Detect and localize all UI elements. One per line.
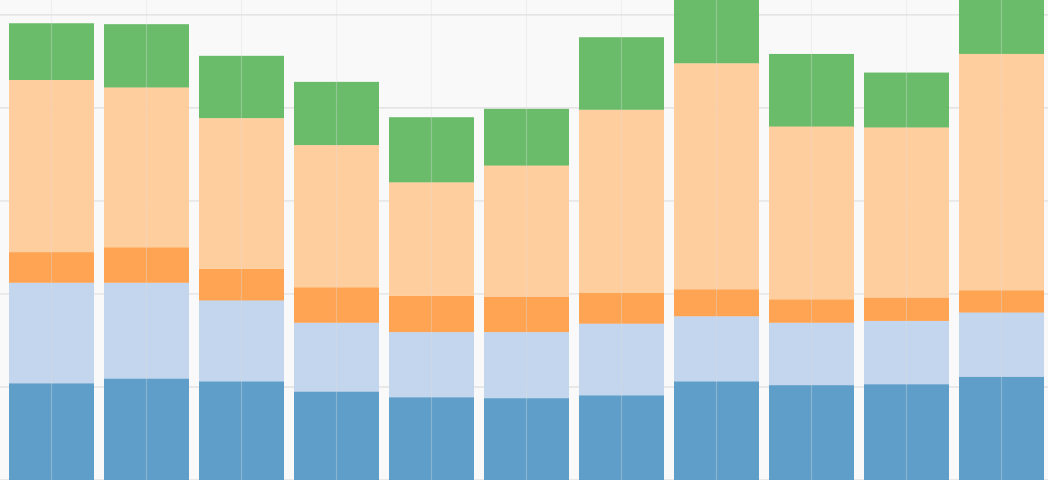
bar-segment	[959, 290, 1044, 313]
bar-segment	[199, 268, 284, 301]
bar-segment	[104, 247, 189, 283]
bar-segment	[9, 80, 94, 253]
bar-segment	[579, 37, 664, 110]
bar-segment	[104, 87, 189, 248]
bar-segment	[769, 53, 854, 127]
bar-segment	[674, 289, 759, 317]
bar-segment	[199, 55, 284, 119]
bar-segment	[959, 376, 1044, 480]
bar-segment	[769, 126, 854, 300]
bar-segment	[9, 282, 94, 384]
bar-segment	[9, 383, 94, 480]
bar-segment	[294, 81, 379, 146]
bar-segment	[294, 322, 379, 392]
bar-segment	[579, 395, 664, 480]
bar-segment	[769, 385, 854, 480]
bar-segment	[959, 312, 1044, 377]
bar-segment	[579, 293, 664, 324]
bar-segment	[864, 72, 949, 128]
bar-segment	[959, 53, 1044, 291]
bar-segment	[959, 0, 1044, 54]
bar-segment	[579, 109, 664, 294]
bar-segment	[104, 378, 189, 480]
bar-segment	[579, 323, 664, 396]
bar-segment	[9, 23, 94, 80]
bar-segment	[484, 108, 569, 166]
bar-segment	[864, 320, 949, 385]
bar-segment	[199, 381, 284, 480]
bar-segment	[674, 63, 759, 290]
bar-segment	[769, 322, 854, 386]
bar-segment	[389, 117, 474, 183]
bar-segment	[864, 127, 949, 298]
bar-segment	[199, 118, 284, 269]
bar-segment	[484, 165, 569, 297]
bar-segment	[389, 332, 474, 398]
bar-segment	[769, 299, 854, 323]
bar-segment	[389, 397, 474, 480]
bar-segment	[294, 391, 379, 480]
bar-segment	[484, 332, 569, 399]
bar-segment	[674, 316, 759, 382]
bar-segment	[864, 384, 949, 480]
bar-segment	[9, 252, 94, 283]
bar-segment	[674, 381, 759, 480]
bar-segment	[484, 398, 569, 480]
bar-segment	[484, 296, 569, 333]
bar-segment	[104, 282, 189, 379]
bar-segment	[674, 0, 759, 64]
bar-segment	[104, 24, 189, 88]
bar-segment	[864, 297, 949, 321]
bar-segment	[199, 300, 284, 382]
bar-segment	[294, 287, 379, 323]
bar-segment	[294, 145, 379, 288]
bar-segment	[389, 182, 474, 296]
bar-segment	[389, 295, 474, 333]
